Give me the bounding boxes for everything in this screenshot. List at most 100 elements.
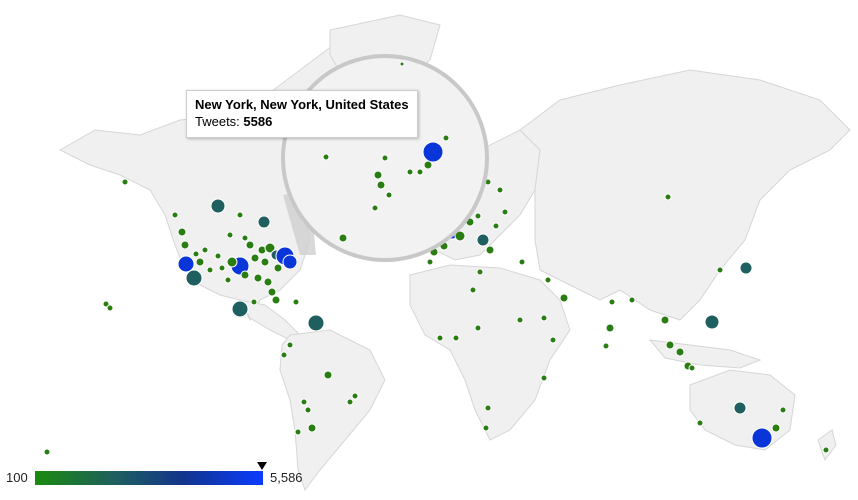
lens-point[interactable] (373, 170, 383, 180)
map-point[interactable] (688, 364, 696, 372)
map-point[interactable] (102, 300, 110, 308)
map-point[interactable] (452, 334, 460, 342)
map-point[interactable] (436, 334, 444, 342)
map-point[interactable] (660, 315, 670, 325)
map-point[interactable] (192, 250, 200, 258)
map-point[interactable] (733, 401, 747, 415)
map-point[interactable] (226, 231, 234, 239)
map-point[interactable] (240, 270, 250, 280)
map-point[interactable] (485, 245, 495, 255)
map-point[interactable] (185, 269, 203, 287)
map-point[interactable] (236, 211, 244, 219)
map-point[interactable] (206, 266, 214, 274)
map-point[interactable] (241, 234, 249, 242)
map-point[interactable] (665, 340, 675, 350)
map-point[interactable] (696, 419, 704, 427)
map-point[interactable] (454, 230, 466, 242)
lens-point[interactable] (406, 168, 414, 176)
map-point[interactable] (201, 246, 209, 254)
map-point[interactable] (180, 240, 190, 250)
map-point[interactable] (540, 374, 548, 382)
lens-point[interactable] (381, 154, 389, 162)
map-point[interactable] (474, 324, 482, 332)
map-point[interactable] (704, 314, 720, 330)
map-point[interactable] (300, 398, 308, 406)
lens-point[interactable] (416, 168, 424, 176)
map-point[interactable] (307, 423, 317, 433)
map-point[interactable] (559, 293, 569, 303)
map-point[interactable] (214, 252, 222, 260)
map-point[interactable] (351, 392, 359, 400)
map-point[interactable] (716, 266, 724, 274)
map-point[interactable] (474, 212, 482, 220)
map-point[interactable] (605, 323, 615, 333)
map-point[interactable] (492, 222, 500, 230)
map-point[interactable] (106, 304, 114, 312)
map-point[interactable] (257, 215, 271, 229)
lens-point[interactable] (423, 160, 433, 170)
map-point[interactable] (675, 347, 685, 357)
map-point[interactable] (43, 448, 51, 456)
map-point[interactable] (426, 258, 434, 266)
map-point[interactable] (267, 287, 277, 297)
map-point[interactable] (250, 253, 260, 263)
map-point[interactable] (226, 256, 238, 268)
map-point[interactable] (469, 286, 477, 294)
map-point[interactable] (273, 263, 283, 273)
map-point[interactable] (224, 276, 232, 284)
map-point[interactable] (286, 341, 294, 349)
map-point[interactable] (231, 300, 249, 318)
map-point[interactable] (253, 273, 263, 283)
map-point[interactable] (282, 254, 298, 270)
map-point[interactable] (484, 404, 492, 412)
map-point[interactable] (608, 298, 616, 306)
map-point[interactable] (280, 351, 288, 359)
map-point[interactable] (664, 193, 672, 201)
map-point[interactable] (271, 295, 281, 305)
map-point[interactable] (245, 240, 255, 250)
map-point[interactable] (544, 276, 552, 284)
map-point[interactable] (294, 428, 302, 436)
map-point[interactable] (346, 398, 354, 406)
map-point[interactable] (751, 427, 773, 449)
map-point[interactable] (304, 406, 312, 414)
lens-point[interactable] (371, 204, 379, 212)
map-point[interactable] (628, 296, 636, 304)
lens-point[interactable] (399, 61, 405, 67)
lens-point[interactable] (338, 233, 348, 243)
map-point[interactable] (549, 336, 557, 344)
lens-point[interactable] (322, 153, 330, 161)
map-point[interactable] (771, 423, 781, 433)
map-point[interactable] (264, 242, 276, 254)
lens-point[interactable] (385, 191, 393, 199)
map-point[interactable] (476, 233, 490, 247)
map-point[interactable] (260, 257, 270, 267)
map-point[interactable] (739, 261, 753, 275)
map-point[interactable] (540, 314, 548, 322)
map-point[interactable] (482, 424, 490, 432)
map-point[interactable] (121, 178, 129, 186)
map-point[interactable] (518, 258, 526, 266)
map-point[interactable] (323, 370, 333, 380)
map-point[interactable] (177, 255, 195, 273)
lens-point[interactable] (442, 134, 450, 142)
lens-point[interactable] (422, 141, 444, 163)
map-point[interactable] (779, 406, 787, 414)
map-point[interactable] (250, 298, 258, 306)
map-point[interactable] (516, 316, 524, 324)
map-point[interactable] (171, 211, 179, 219)
map-point[interactable] (263, 277, 273, 287)
map-point[interactable] (602, 342, 610, 350)
map-point[interactable] (292, 298, 300, 306)
map-point[interactable] (195, 257, 205, 267)
map-point[interactable] (476, 268, 484, 276)
map-point[interactable] (218, 264, 226, 272)
map-point[interactable] (501, 208, 509, 216)
map-point[interactable] (822, 446, 830, 454)
map-point[interactable] (307, 314, 325, 332)
map-point[interactable] (177, 227, 187, 237)
map-point[interactable] (210, 198, 226, 214)
map-point[interactable] (496, 186, 504, 194)
lens-point[interactable] (376, 180, 386, 190)
